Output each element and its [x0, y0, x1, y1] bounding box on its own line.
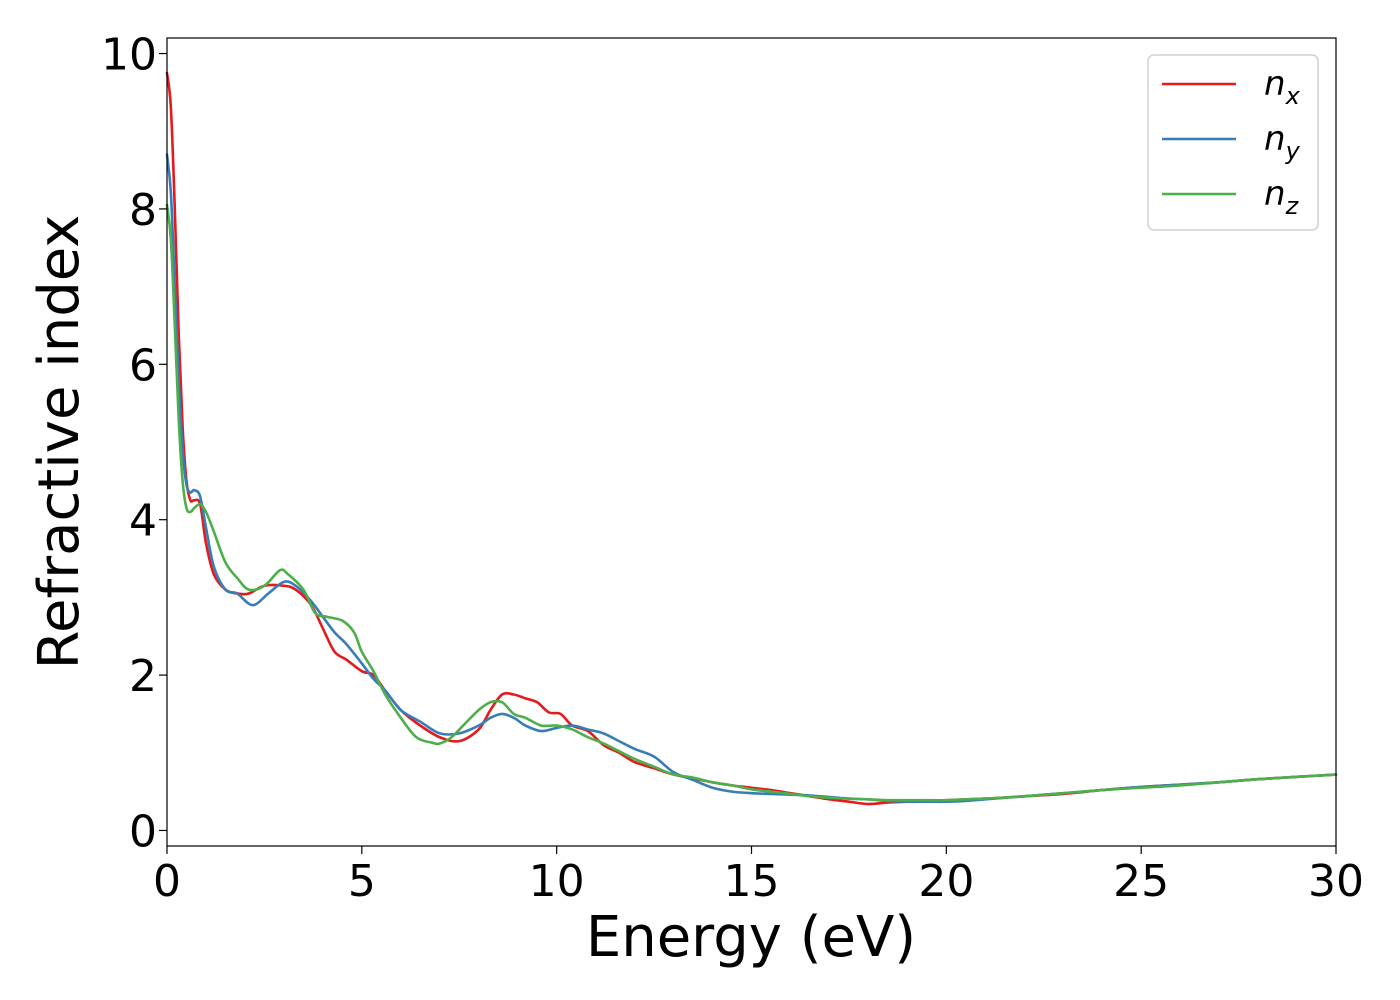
- x-tick-label: 5: [348, 856, 376, 907]
- legend-label-x: nx: [1264, 64, 1301, 110]
- x-tick-label: 25: [1113, 856, 1169, 907]
- series-line-z: [165, 203, 1338, 802]
- series-layer: [165, 71, 1338, 806]
- y-tick-label: 0: [129, 806, 157, 857]
- series-line-y: [165, 153, 1338, 804]
- x-tick-label: 30: [1308, 856, 1364, 907]
- y-axis-ticks: 0 2 4 6 8 10: [101, 30, 167, 857]
- y-tick-label: 2: [129, 651, 157, 702]
- x-axis-ticks: 0 5 10 15 20 25 30: [153, 846, 1364, 907]
- x-tick-label: 0: [153, 856, 181, 907]
- y-axis-title: Refractive index: [27, 215, 92, 670]
- y-tick-label: 10: [101, 30, 157, 81]
- x-tick-label: 20: [918, 856, 974, 907]
- legend-box: [1147, 54, 1319, 231]
- plot-area: [167, 38, 1336, 846]
- legend: nx ny nz: [1147, 54, 1319, 231]
- y-tick-label: 6: [129, 340, 157, 391]
- legend-label-z: nz: [1264, 174, 1300, 220]
- y-tick-label: 8: [129, 185, 157, 236]
- x-axis-title: Energy (eV): [586, 905, 916, 970]
- x-tick-label: 10: [529, 856, 585, 907]
- y-tick-label: 4: [129, 496, 157, 547]
- legend-label-y: ny: [1264, 119, 1301, 165]
- x-tick-label: 15: [724, 856, 780, 907]
